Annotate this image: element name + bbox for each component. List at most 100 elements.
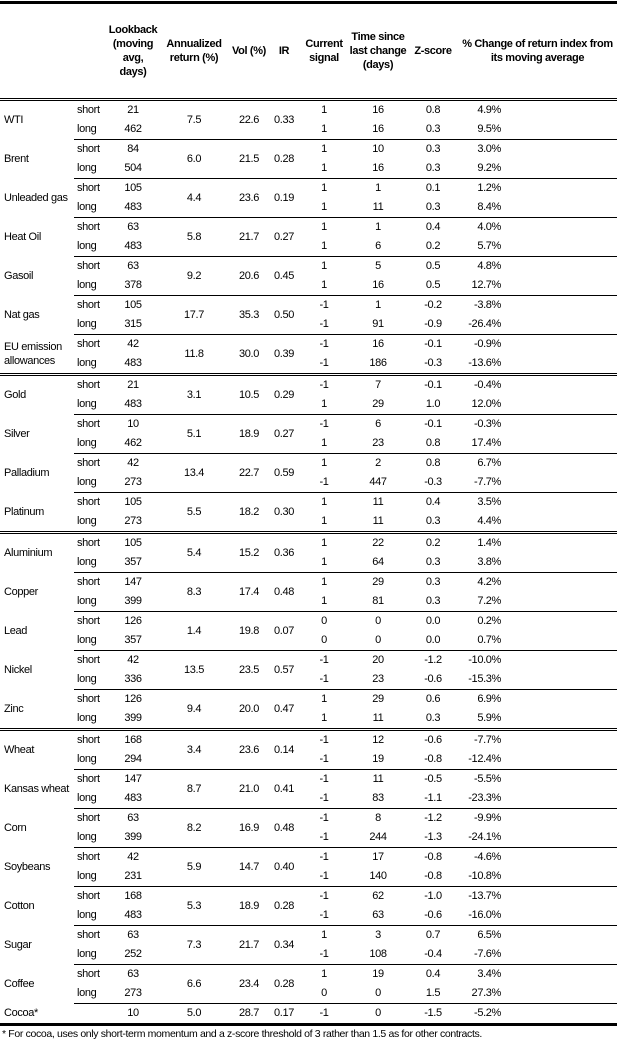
lookback-value: 168	[108, 886, 158, 906]
time-since-change-value: 0	[348, 611, 408, 631]
signal-value: 1	[300, 139, 348, 159]
table-row: long 357 0 0 0.0 0.7%	[0, 631, 617, 651]
time-since-change-value: 16	[372, 123, 384, 135]
lookback-value: 483	[124, 240, 142, 252]
vol-value: 18.9	[230, 414, 268, 454]
table-row: Unleaded gas short 105 4.4 23.6 0.19 1 1 0.1 1.2%	[0, 178, 617, 218]
z-score-value: -0.8	[424, 870, 442, 882]
commodity-name: WTI	[4, 114, 24, 127]
time-since-change-value: 20	[348, 650, 408, 670]
z-score-value: -0.6	[424, 909, 442, 921]
header-blank	[0, 2, 74, 101]
vol-value: 35.3	[230, 295, 268, 335]
table-row: Gold short 21 3.1 10.5 0.29 -1 7 -0.1 -0.4%	[0, 373, 617, 415]
pct-change-value: -23.3%	[468, 792, 501, 804]
z-score-value: 0.8	[425, 104, 441, 116]
signal-value: 1	[300, 689, 348, 709]
lookback-value: 168	[108, 728, 158, 750]
horizon-label: short	[74, 373, 108, 395]
annualized-return-value: 5.3	[158, 886, 230, 926]
ir-value: 0.40	[268, 847, 300, 887]
signal-value: 1	[300, 925, 348, 945]
annualized-return-value: 1.4	[158, 611, 230, 651]
pct-change-value: 3.8%	[477, 556, 501, 568]
signal-value: 1	[321, 104, 327, 116]
commodity-name: Nat gas	[4, 309, 40, 321]
commodity-name: Gold	[0, 373, 74, 415]
table-row: long 483 -1 63 -0.6 -16.0%	[0, 906, 617, 926]
table-row: long 273 1 11 0.3 4.4%	[0, 512, 617, 533]
pct-change-value: 5.7%	[477, 240, 501, 252]
vol-value: 23.6	[230, 728, 268, 770]
horizon-label: short	[74, 492, 108, 512]
pct-change-value: -0.9%	[458, 334, 617, 354]
table-row: long 294 -1 19 -0.8 -12.4%	[0, 750, 617, 770]
table-row: long 462 1 23 0.8 17.4%	[0, 434, 617, 454]
signal-value: -1	[319, 831, 329, 843]
time-since-change-value: 11	[372, 201, 384, 213]
table-row: long 273 -1 447 -0.3 -7.7%	[0, 473, 617, 493]
lookback-value: 105	[108, 531, 158, 553]
pct-change-value: 4.8%	[458, 256, 617, 276]
vol-value: 16.9	[230, 808, 268, 848]
time-since-change-value: 447	[369, 476, 387, 488]
ir-value: 0.48	[268, 808, 300, 848]
annualized-return-value: 5.4	[158, 531, 230, 573]
ir-value: 0.14	[268, 728, 300, 770]
signal-value: -1	[300, 334, 348, 354]
annualized-return-value: 5.8	[158, 217, 230, 257]
header-current-signal: Current signal	[300, 2, 348, 101]
pct-change-value: -5.2%	[458, 1003, 617, 1026]
z-score-value: -1.2	[408, 650, 458, 670]
horizon-label: long	[77, 476, 97, 488]
ir-value: 0.30	[268, 492, 300, 533]
time-since-change-value: 2	[348, 453, 408, 473]
time-since-change-value: 10	[348, 139, 408, 159]
z-score-value: -1.5	[408, 1003, 458, 1026]
ir-value: 0.48	[268, 572, 300, 612]
annualized-return-value: 6.6	[158, 964, 230, 1004]
horizon-label: long	[77, 240, 97, 252]
z-score-value: -1.3	[424, 831, 442, 843]
signal-value: 1	[321, 201, 327, 213]
commodity-name: Sugar	[4, 939, 32, 951]
header-row: Lookback (moving avg, days) Annualized re…	[0, 2, 617, 101]
pct-change-value: 5.9%	[477, 712, 501, 724]
signal-value: -1	[319, 357, 329, 369]
ir-value: 0.28	[268, 964, 300, 1004]
vol-value: 21.7	[230, 925, 268, 965]
horizon-label: long	[77, 123, 97, 135]
z-score-value: -1.0	[408, 886, 458, 906]
z-score-value: -0.6	[424, 673, 442, 685]
ir-value: 0.17	[268, 1003, 300, 1026]
signal-value: -1	[300, 769, 348, 789]
horizon-label: long	[77, 792, 97, 804]
table-row: Cocoa* 10 5.0 28.7 0.17 -1 0 -1.5 -5.2%	[0, 1003, 617, 1026]
horizon-label: short	[74, 256, 108, 276]
commodity-name: Corn	[4, 822, 27, 834]
signal-value: 1	[321, 240, 327, 252]
table-row: long 483 -1 83 -1.1 -23.3%	[0, 789, 617, 809]
table-row: long 462 1 16 0.3 9.5%	[0, 120, 617, 140]
annualized-return-value: 7.5	[186, 113, 202, 126]
horizon-label: long	[77, 398, 97, 410]
lookback-value: 378	[124, 279, 142, 291]
horizon-label: long	[77, 987, 97, 999]
lookback-value: 483	[124, 201, 142, 213]
lookback-value: 42	[108, 847, 158, 867]
ir-value: 0.28	[268, 139, 300, 179]
z-score-value: 1.5	[425, 987, 441, 999]
ir-value: 0.19	[268, 178, 300, 218]
z-score-value: 0.5	[425, 279, 441, 291]
table-row: long 504 1 16 0.3 9.2%	[0, 159, 617, 179]
time-since-change-value: 16	[372, 104, 384, 116]
horizon-label: short	[74, 572, 108, 592]
z-score-value: 0.7	[408, 925, 458, 945]
vol-value: 10.5	[230, 373, 268, 415]
table-row: Cotton short 168 5.3 18.9 0.28 -1 62 -1.0 -13.7%	[0, 886, 617, 926]
time-since-change-value: 0	[348, 1003, 408, 1026]
horizon-label: long	[77, 279, 97, 291]
annualized-return-value: 6.0	[158, 139, 230, 179]
signal-value: -1	[300, 847, 348, 867]
vol-value: 22.6	[238, 113, 259, 126]
